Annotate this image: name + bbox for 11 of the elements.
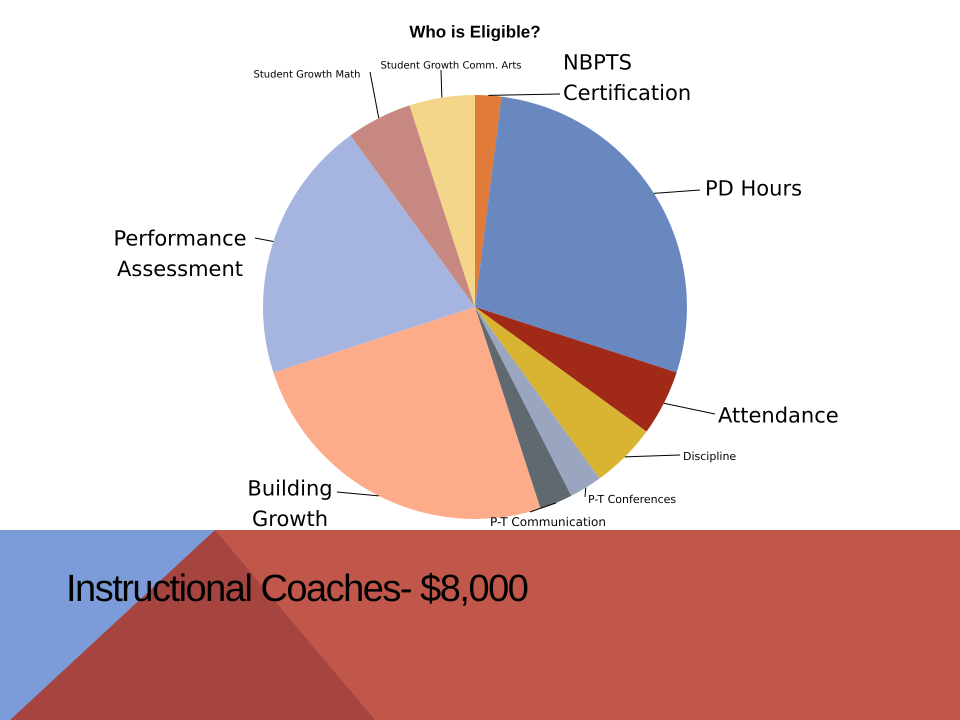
slice-label: Student Growth Math [254, 70, 360, 81]
slice-label: Student Growth Comm. Arts [380, 60, 522, 72]
chart-title: Who is Eligible? [409, 22, 541, 42]
slice-label: PD Hours [705, 176, 802, 200]
slice-label: Discipline [683, 450, 736, 463]
slice-label: Attendance [718, 403, 839, 428]
slice-label: P-T Conferences [588, 492, 676, 506]
slice-label: NBPTS Certification [563, 50, 692, 105]
slice-label: Building Growth [247, 476, 333, 531]
slice-label: P-T Communication [490, 515, 606, 530]
slice-label: Performance Assessment [113, 226, 247, 281]
